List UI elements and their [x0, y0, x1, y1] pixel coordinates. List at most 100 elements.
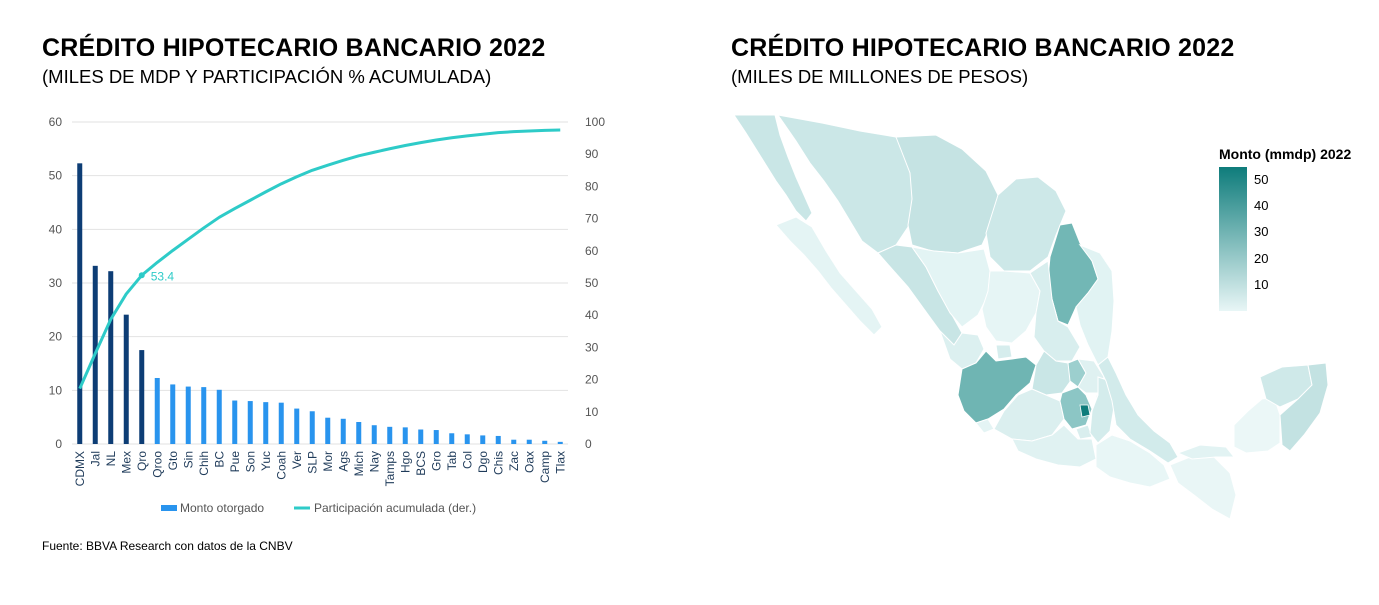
- map-subtitle: (MILES DE MILLONES DE PESOS): [731, 66, 1029, 87]
- bar-Tab: [449, 433, 455, 444]
- right-axis-tick-label: 100: [585, 115, 605, 129]
- left-axis-tick-label: 10: [49, 383, 63, 397]
- map-legend-colorbar: [1219, 167, 1247, 311]
- state-gro: [1011, 424, 1097, 468]
- bar-Son: [247, 401, 253, 444]
- bar-BCS: [418, 429, 424, 444]
- right-axis-tick-label: 0: [585, 437, 592, 451]
- category-label: Zac: [507, 451, 521, 471]
- state-tab: [1176, 444, 1236, 460]
- right-axis-tick-label: 90: [585, 147, 599, 161]
- cumulative-line: [78, 128, 561, 390]
- legend-swatch-bars: [161, 505, 177, 511]
- category-label: Tab: [445, 451, 459, 471]
- bar-Col: [464, 434, 470, 444]
- bar-Pue: [232, 400, 238, 444]
- left-chart-title: CRÉDITO HIPOTECARIO BANCARIO 2022: [42, 34, 546, 62]
- category-label: Mich: [352, 451, 366, 476]
- category-label: Son: [243, 451, 257, 472]
- bar-CDMX: [77, 163, 83, 444]
- bar-Ver: [294, 408, 300, 444]
- bar-Qroo: [154, 377, 160, 444]
- category-label: Ags: [336, 451, 350, 472]
- category-label: CDMX: [73, 451, 87, 486]
- state-oax: [1095, 434, 1171, 488]
- state-mex: [1059, 386, 1093, 430]
- state-bcs: [775, 216, 883, 336]
- category-label: Chis: [491, 451, 505, 475]
- state-nay: [939, 330, 985, 370]
- left-axis-tick-label: 30: [49, 276, 63, 290]
- category-label: Yuc: [259, 451, 273, 471]
- bar-Gto: [170, 384, 176, 444]
- map-legend-tick: 30: [1254, 224, 1269, 240]
- bar-Mex: [123, 314, 129, 444]
- category-label: Qroo: [150, 451, 164, 478]
- bar-Yuc: [263, 402, 269, 444]
- bar-NL: [108, 271, 114, 444]
- bar-Mich: [356, 421, 362, 444]
- state-chis: [1169, 456, 1237, 520]
- map-legend-tick: 20: [1254, 250, 1269, 266]
- category-label: Ver: [290, 451, 304, 469]
- state-ver: [1097, 356, 1179, 464]
- bar-Camp: [542, 440, 548, 444]
- state-chih: [895, 134, 999, 254]
- bar-Chih: [201, 387, 207, 444]
- legend-label-line: Participación acumulada (der.): [314, 501, 476, 515]
- state-qroo: [1279, 362, 1329, 452]
- legend-label-bars: Monto otorgado: [180, 501, 264, 515]
- category-label: Pue: [228, 451, 242, 473]
- bar-Coah: [278, 402, 284, 444]
- category-label: BCS: [414, 451, 428, 476]
- state-zac: [981, 270, 1041, 344]
- right-axis-tick-label: 40: [585, 308, 599, 322]
- category-label: BC: [212, 451, 226, 468]
- category-label: Mor: [321, 451, 335, 472]
- category-label: Tamps: [383, 451, 397, 486]
- category-label: Jal: [88, 451, 102, 466]
- cumulative-line-series: 53.4: [78, 128, 561, 390]
- source-note: Fuente: BBVA Research con datos de la CN…: [42, 539, 293, 553]
- annotation-label: 53.4: [151, 269, 175, 283]
- category-label: Tlax: [553, 451, 567, 474]
- category-label: Camp: [538, 451, 552, 483]
- map-legend-title: Monto (mmdp) 2022: [1219, 146, 1352, 162]
- category-label: Oax: [522, 451, 536, 473]
- category-label: Chih: [197, 451, 211, 476]
- state-cdmx: [1079, 404, 1091, 418]
- category-label: Qro: [135, 451, 149, 471]
- right-axis-tick-label: 30: [585, 340, 599, 354]
- left-axis-tick-label: 20: [49, 330, 63, 344]
- category-label: Coah: [274, 451, 288, 480]
- category-label: Nay: [367, 451, 381, 472]
- bar-Qro: [139, 350, 145, 444]
- left-axis-tick-label: 40: [49, 222, 63, 236]
- state-bc: [733, 114, 813, 222]
- right-axis-tick-label: 80: [585, 179, 599, 193]
- pareto-chart: 0 10 20 30 40 50 60 0 10 20 30 40 50 60 70 80 90 100 53.…: [49, 115, 606, 515]
- bar-BC: [216, 389, 222, 444]
- map-legend-tick: 40: [1254, 198, 1269, 214]
- left-chart-subtitle: (MILES DE MDP Y PARTICIPACIÓN % ACUMULAD…: [42, 66, 492, 87]
- bar-Tlax: [557, 441, 563, 444]
- colorbar-gradient: [1219, 167, 1247, 311]
- state-coah: [985, 176, 1067, 272]
- category-label: Mex: [119, 451, 133, 474]
- map-states: [733, 114, 1329, 520]
- bar-Mor: [325, 417, 331, 444]
- left-axis-tick-label: 0: [55, 437, 62, 451]
- bar-Sin: [185, 386, 191, 444]
- state-camp: [1233, 396, 1281, 454]
- category-label: Col: [460, 451, 474, 469]
- bar-Dgo: [480, 435, 486, 444]
- map-title: CRÉDITO HIPOTECARIO BANCARIO 2022: [731, 34, 1235, 62]
- bar-Oax: [526, 439, 532, 444]
- left-axis-tick-label: 50: [49, 169, 63, 183]
- category-label: SLP: [305, 451, 319, 474]
- right-axis-tick-label: 50: [585, 276, 599, 290]
- category-label: Hgo: [398, 451, 412, 473]
- left-axis-tick-label: 60: [49, 115, 63, 129]
- bar-Ags: [340, 418, 346, 444]
- state-ags: [995, 344, 1013, 360]
